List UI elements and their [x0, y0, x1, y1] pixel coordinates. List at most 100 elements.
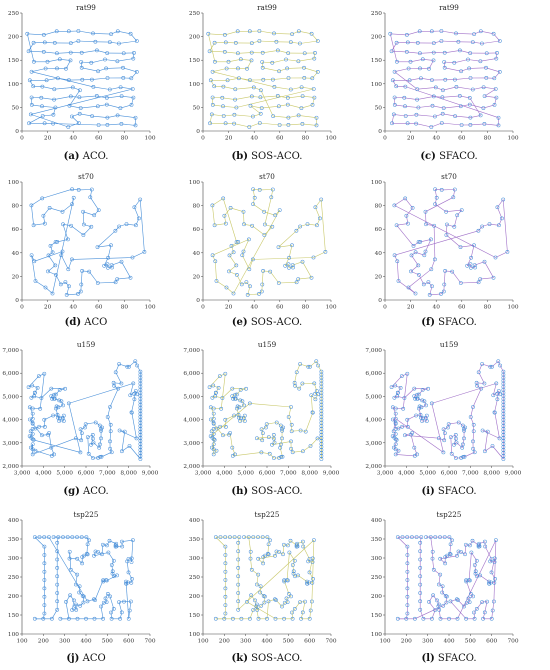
city-node — [41, 616, 46, 621]
city-node — [481, 85, 486, 90]
city-node — [118, 106, 123, 110]
tour-edge — [79, 95, 97, 98]
city-node — [227, 253, 232, 258]
y-tick-label: 80 — [193, 204, 201, 210]
tour-edge — [416, 414, 421, 416]
city-node — [247, 237, 251, 242]
x-tick-label: 20 — [225, 305, 233, 311]
city-node — [52, 87, 57, 92]
tour-edge — [271, 189, 274, 198]
city-node — [405, 553, 410, 557]
tour-edge — [69, 595, 75, 601]
tour-edge — [51, 454, 55, 457]
city-node — [109, 243, 113, 248]
tour-edge — [119, 612, 123, 619]
city-node — [441, 88, 445, 93]
tour-edge — [262, 50, 278, 54]
city-node — [95, 48, 99, 53]
city-node — [496, 115, 501, 120]
city-node — [77, 111, 82, 116]
y-tick-label: 0 — [15, 298, 19, 304]
city-node — [213, 535, 218, 539]
panel-caption: (h) SOS-ACO. — [231, 486, 302, 497]
city-node — [47, 431, 51, 435]
city-node — [482, 259, 487, 264]
city-node — [430, 549, 435, 554]
city-node — [290, 563, 295, 567]
tour-edge — [480, 30, 494, 35]
tour-edge — [232, 447, 236, 455]
tour-edge — [41, 388, 52, 399]
city-node — [261, 77, 266, 82]
city-node — [258, 111, 263, 116]
city-node — [129, 560, 134, 564]
y-tick-label: 300 — [371, 556, 382, 562]
city-node — [466, 57, 470, 62]
city-node — [501, 369, 506, 374]
city-node — [276, 48, 280, 53]
tour-edge — [492, 445, 504, 460]
tour-edge — [485, 67, 500, 73]
city-node — [480, 224, 484, 229]
city-node — [456, 39, 461, 44]
x-tick-label: 3,000 — [195, 471, 212, 477]
city-node — [46, 253, 51, 258]
city-node — [494, 56, 499, 61]
city-node — [64, 66, 68, 71]
city-node — [458, 245, 463, 249]
city-node — [404, 50, 409, 54]
city-node — [468, 415, 473, 419]
city-node — [418, 574, 423, 579]
tour-edge — [259, 30, 275, 34]
tour-edge — [457, 539, 497, 619]
tour-edge — [432, 105, 444, 109]
tour-edge — [61, 401, 64, 406]
tour-edge — [93, 599, 96, 601]
city-node — [402, 95, 407, 100]
city-node — [43, 221, 47, 226]
city-node — [238, 388, 243, 392]
city-node — [26, 385, 31, 389]
city-node — [404, 213, 409, 218]
y-tick-label: 150 — [189, 58, 200, 64]
x-tick-label: 5,000 — [237, 471, 254, 477]
city-node — [280, 604, 284, 609]
city-node — [233, 452, 237, 457]
city-node — [290, 616, 295, 621]
city-node — [30, 383, 35, 388]
city-node — [294, 370, 299, 375]
x-tick-label: 400 — [80, 639, 91, 645]
x-tick-label: 0 — [20, 305, 24, 311]
city-node — [405, 594, 410, 599]
city-node — [108, 429, 113, 434]
city-node — [471, 594, 475, 599]
city-node — [418, 51, 422, 56]
city-node — [271, 433, 276, 437]
tour-edge — [482, 612, 486, 619]
tour-edge — [433, 225, 436, 260]
city-node — [84, 535, 89, 539]
tour-edge — [33, 223, 45, 226]
tour-edge — [451, 271, 462, 284]
tour-edge — [423, 417, 426, 419]
tour-edge — [70, 225, 84, 236]
city-node — [476, 370, 481, 375]
city-node — [496, 123, 501, 128]
city-node — [264, 422, 269, 426]
city-node — [438, 572, 443, 577]
tour-edge — [281, 602, 286, 607]
y-tick-label: 6,000 — [2, 371, 19, 377]
city-node — [273, 597, 277, 602]
tour-edge — [446, 234, 461, 248]
city-node — [401, 406, 406, 411]
tour-edge — [260, 602, 265, 606]
tour-edge — [262, 270, 264, 285]
city-node — [132, 205, 137, 210]
city-node — [430, 103, 435, 108]
city-node — [489, 616, 494, 621]
city-node — [252, 195, 257, 200]
tour-edge — [93, 551, 96, 556]
panel-caption: (e) SOS-ACO. — [232, 317, 302, 328]
city-node — [242, 222, 246, 227]
